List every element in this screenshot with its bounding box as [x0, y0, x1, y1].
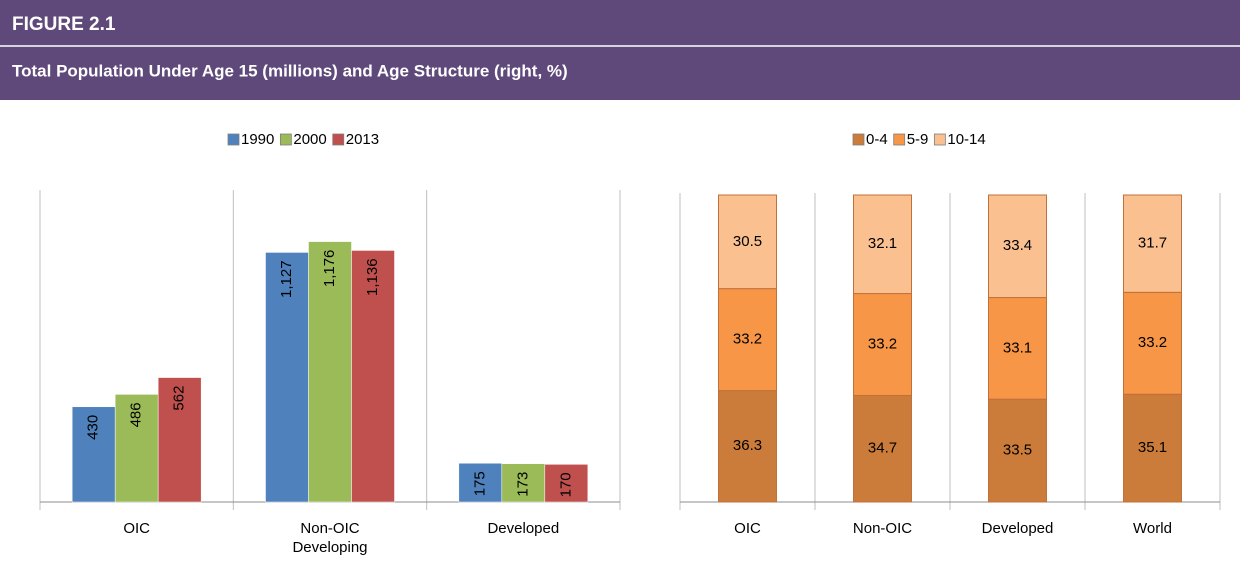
- value-label: 175: [471, 471, 488, 496]
- legend-label: 0-4: [866, 131, 888, 148]
- x-tick-label: Developed: [982, 520, 1054, 537]
- bar: [458, 463, 503, 503]
- bar: [308, 241, 352, 503]
- header-band: [0, 0, 1240, 100]
- bar-segment: [853, 293, 912, 396]
- bar: [265, 252, 309, 503]
- legend-label: 2013: [346, 131, 379, 148]
- bar: [351, 250, 395, 503]
- value-label: 486: [128, 402, 145, 427]
- bar: [157, 377, 202, 503]
- legend-swatch: [852, 133, 865, 146]
- value-label: 33.2: [733, 331, 762, 348]
- x-tick-label: Developed: [487, 520, 559, 537]
- x-tick-label: Non-OIC Developing: [292, 520, 367, 556]
- legend-label: 10-14: [947, 131, 985, 148]
- value-label: 35.1: [1138, 439, 1167, 456]
- value-label: 30.5: [733, 233, 762, 250]
- value-label: 173: [514, 472, 531, 497]
- bar-segment: [1123, 291, 1182, 395]
- legend-swatch: [227, 133, 240, 146]
- legend-label: 5-9: [907, 131, 929, 148]
- bar-segment: [1123, 194, 1182, 293]
- label-line: Non-OIC: [300, 520, 359, 537]
- value-label: 1,136: [364, 258, 381, 296]
- legend-label: 2000: [293, 131, 326, 148]
- bar-segment: [988, 297, 1047, 400]
- bar-segment: [988, 398, 1047, 503]
- bar-segment: [718, 288, 777, 392]
- value-label: 562: [171, 386, 188, 411]
- value-label: 33.1: [1003, 339, 1032, 356]
- bar-segment: [988, 194, 1047, 299]
- bar: [544, 464, 589, 503]
- legend-swatch: [332, 133, 345, 146]
- label-line: Developing: [292, 539, 367, 556]
- value-label: 170: [557, 472, 574, 497]
- x-tick-label: OIC: [123, 520, 150, 537]
- value-label: 1,176: [321, 250, 338, 288]
- value-label: 33.2: [1138, 334, 1167, 351]
- bar: [71, 406, 116, 503]
- figure-title: Total Population Under Age 15 (millions)…: [12, 61, 568, 80]
- value-label: 430: [85, 415, 102, 440]
- figure-label: FIGURE 2.1: [12, 14, 116, 35]
- value-label: 32.1: [868, 235, 897, 252]
- bar-segment: [718, 390, 777, 503]
- value-label: 34.7: [868, 440, 897, 457]
- legend-swatch: [279, 133, 292, 146]
- bar-segment: [853, 194, 912, 295]
- value-label: 33.5: [1003, 442, 1032, 459]
- x-tick-label: World: [1133, 520, 1172, 537]
- bar-segment: [1123, 393, 1182, 503]
- legend-label: 1990: [241, 131, 274, 148]
- value-label: 31.7: [1138, 235, 1167, 252]
- x-tick-label: OIC: [734, 520, 761, 537]
- value-label: 36.3: [733, 437, 762, 454]
- bar: [501, 463, 546, 503]
- x-tick-label: Non-OIC: [853, 520, 912, 537]
- bar-segment: [718, 194, 777, 290]
- value-label: 1,127: [278, 260, 295, 298]
- legend-swatch: [893, 133, 906, 146]
- bar-segment: [853, 394, 912, 503]
- value-label: 33.2: [868, 335, 897, 352]
- legend-swatch: [933, 133, 946, 146]
- value-label: 33.4: [1003, 237, 1032, 254]
